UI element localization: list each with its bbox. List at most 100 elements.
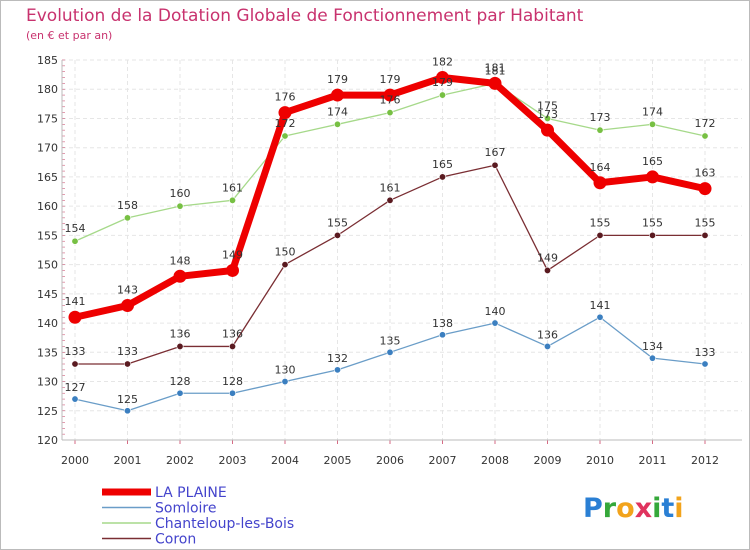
data-label-la-plaine-2002: 148 — [170, 254, 191, 267]
data-label-la-plaine-2003: 149 — [222, 248, 243, 261]
proxiti-logo: Proxiti — [583, 493, 684, 524]
data-point-somloire-2009 — [543, 342, 551, 350]
x-tick-label-2011: 2011 — [639, 454, 667, 467]
data-label-somloire-2003: 128 — [222, 375, 243, 388]
axes: 120 125 130 135 140 145 150 155 160 165 170 175 180 1… — [37, 54, 742, 467]
data-label-coron-2008: 167 — [485, 146, 506, 159]
data-label-chanteloup-les-bois-2011: 174 — [642, 105, 663, 118]
data-label-somloire-2010: 141 — [590, 299, 611, 312]
data-label-la-plaine-2004: 176 — [275, 91, 296, 104]
data-point-somloire-2002 — [176, 389, 184, 397]
data-point-somloire-2006 — [386, 348, 394, 356]
logo-letter-i2: i — [674, 493, 683, 524]
data-label-chanteloup-les-bois-2006: 176 — [380, 94, 401, 107]
data-label-chanteloup-les-bois-2003: 161 — [222, 181, 243, 194]
data-point-coron-2002 — [176, 342, 184, 350]
data-point-la-plaine-2005 — [331, 88, 344, 102]
data-point-coron-2007 — [438, 173, 446, 181]
data-point-chanteloup-les-bois-2010 — [596, 126, 604, 134]
logo-letter-i1: i — [652, 493, 661, 524]
data-label-chanteloup-les-bois-2004: 172 — [275, 117, 296, 130]
data-point-chanteloup-les-bois-2011 — [648, 120, 656, 128]
data-label-la-plaine-2011: 165 — [642, 155, 663, 168]
data-point-la-plaine-2004 — [278, 106, 292, 120]
data-label-la-plaine-2000: 141 — [65, 295, 86, 308]
data-label-somloire-2000: 127 — [65, 381, 86, 394]
y-tick-label-135: 135 — [37, 346, 58, 359]
data-point-coron-2004 — [281, 261, 289, 269]
y-tick-label-160: 160 — [37, 200, 58, 213]
y-tick-label-155: 155 — [37, 229, 58, 242]
data-label-somloire-2005: 132 — [327, 352, 348, 365]
data-label-chanteloup-les-bois-2000: 154 — [65, 222, 86, 235]
x-tick-label-2008: 2008 — [481, 454, 509, 467]
data-point-chanteloup-les-bois-2007 — [438, 91, 446, 99]
data-point-chanteloup-les-bois-2002 — [176, 202, 184, 210]
data-labels: 127 125 128 128 130 132 135 138 140 136 141 134 133 1… — [65, 56, 716, 406]
data-label-coron-2005: 155 — [327, 216, 348, 229]
x-tick-label-2012: 2012 — [691, 454, 719, 467]
data-point-la-plaine-2011 — [646, 170, 659, 184]
data-point-coron-2009 — [543, 266, 551, 274]
data-point-la-plaine-2012 — [698, 182, 712, 196]
x-tick-label-2009: 2009 — [534, 454, 562, 467]
data-label-coron-2004: 150 — [275, 246, 296, 259]
data-point-la-plaine-2000 — [68, 310, 82, 324]
data-point-somloire-2007 — [438, 331, 446, 339]
y-tick-label-180: 180 — [37, 83, 58, 96]
data-label-coron-2001: 133 — [117, 345, 138, 358]
data-point-somloire-2008 — [491, 319, 499, 327]
legend: LA PLAINESomloireChanteloup-les-BoisCoro… — [102, 485, 294, 548]
data-point-somloire-2011 — [648, 354, 656, 362]
data-point-coron-2003 — [229, 342, 237, 350]
data-label-chanteloup-les-bois-2008: 181 — [485, 64, 506, 77]
data-point-la-plaine-2007 — [436, 71, 449, 85]
x-tick-label-2000: 2000 — [61, 454, 89, 467]
series — [68, 71, 712, 415]
data-point-la-plaine-2008 — [488, 76, 502, 90]
data-point-somloire-2003 — [229, 389, 237, 397]
data-label-la-plaine-2007: 182 — [432, 56, 453, 69]
x-tick-label-2007: 2007 — [429, 454, 457, 467]
data-label-la-plaine-2001: 143 — [117, 284, 138, 297]
data-label-coron-2010: 155 — [590, 216, 611, 229]
data-point-la-plaine-2009 — [541, 123, 554, 137]
grid — [62, 59, 742, 441]
logo-letter-o: o — [616, 493, 635, 524]
legend-label-la-plaine: LA PLAINE — [155, 485, 227, 501]
data-label-somloire-2006: 135 — [380, 334, 401, 347]
data-label-coron-2003: 136 — [222, 327, 243, 340]
data-label-somloire-2008: 140 — [485, 305, 506, 318]
y-tick-label-170: 170 — [37, 142, 58, 155]
data-label-la-plaine-2012: 163 — [695, 167, 716, 180]
data-point-coron-2001 — [124, 360, 132, 368]
data-point-somloire-2010 — [596, 313, 604, 321]
data-point-chanteloup-les-bois-2004 — [281, 132, 289, 140]
y-tick-label-145: 145 — [37, 288, 58, 301]
data-point-la-plaine-2006 — [383, 88, 397, 102]
data-label-chanteloup-les-bois-2012: 172 — [695, 117, 716, 130]
data-label-chanteloup-les-bois-2005: 174 — [327, 105, 348, 118]
data-label-coron-2000: 133 — [65, 345, 86, 358]
data-point-chanteloup-les-bois-2012 — [701, 132, 709, 140]
data-point-coron-2012 — [701, 231, 709, 239]
legend-label-chanteloup-les-bois: Chanteloup-les-Bois — [155, 516, 294, 532]
data-point-la-plaine-2010 — [593, 176, 607, 190]
data-label-somloire-2011: 134 — [642, 340, 663, 353]
data-point-chanteloup-les-bois-2005 — [333, 120, 341, 128]
data-point-somloire-2000 — [71, 395, 79, 403]
data-point-chanteloup-les-bois-2009 — [543, 114, 551, 122]
data-point-coron-2008 — [491, 161, 499, 169]
data-label-somloire-2012: 133 — [695, 346, 716, 359]
data-point-la-plaine-2001 — [121, 299, 134, 313]
x-tick-label-2001: 2001 — [114, 454, 142, 467]
data-label-coron-2006: 161 — [380, 181, 401, 194]
legend-label-coron: Coron — [155, 532, 196, 548]
data-point-chanteloup-les-bois-2001 — [124, 214, 132, 222]
data-point-somloire-2004 — [281, 378, 289, 386]
y-tick-label-125: 125 — [37, 405, 58, 418]
data-label-somloire-2004: 130 — [275, 364, 296, 377]
logo-letter-p: P — [583, 493, 603, 524]
data-label-somloire-2002: 128 — [170, 375, 191, 388]
